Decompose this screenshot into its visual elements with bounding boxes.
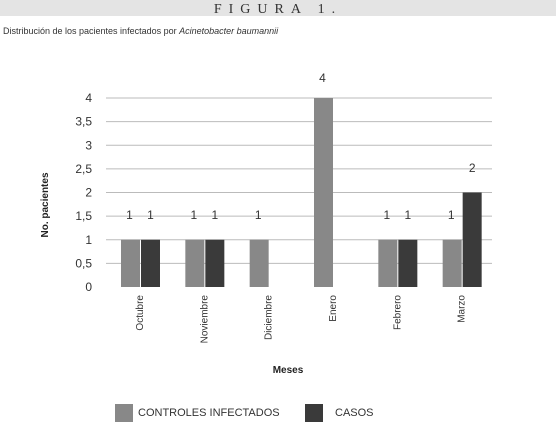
bar-casos (205, 239, 225, 287)
data-label: 1 (404, 208, 411, 222)
x-tick-label: Octubre (135, 295, 146, 331)
bar-controles (314, 98, 333, 287)
y-axis-title: No. pacientes (40, 172, 51, 237)
bar-controles (185, 239, 205, 287)
data-label: 1 (147, 208, 154, 222)
data-label: 4 (319, 71, 326, 85)
data-label: 1 (448, 208, 455, 222)
data-label: 1 (190, 208, 197, 222)
bar-casos (398, 239, 418, 287)
y-tick-label: 3,5 (75, 115, 92, 129)
legend-label-controles: CONTROLES INFECTADOS (138, 407, 280, 419)
bar-controles (442, 239, 462, 287)
data-label: 2 (469, 161, 476, 175)
figure-title: Figura 1. (0, 0, 556, 17)
bar-casos (462, 192, 482, 287)
bar-controles (378, 239, 398, 287)
x-tick-label: Marzo (457, 295, 468, 323)
y-tick-label: 0,5 (75, 256, 92, 270)
bar-controles (249, 239, 269, 287)
y-tick-label: 1,5 (75, 209, 92, 223)
data-label: 1 (126, 208, 133, 222)
x-axis-title: Meses (273, 365, 304, 376)
x-tick-label: Diciembre (264, 295, 275, 340)
x-tick-label: Febrero (392, 295, 403, 330)
bar-casos (141, 239, 160, 287)
data-label: 1 (383, 208, 390, 222)
y-tick-label: 2 (85, 186, 92, 200)
legend-controles: CONTROLES INFECTADOS (115, 404, 280, 422)
data-label: 1 (211, 208, 218, 222)
subtitle-organism: Acinetobacter baumannii (179, 26, 279, 36)
chart-subtitle: Distribución de los pacientes infectados… (3, 26, 278, 36)
y-tick-label: 0 (85, 280, 92, 294)
data-label: 1 (255, 208, 262, 222)
bar-controles (121, 239, 140, 287)
legend-casos: CASOS (305, 404, 374, 422)
y-tick-label: 4 (85, 91, 92, 105)
x-tick-label: Enero (328, 295, 339, 322)
legend-swatch-casos (305, 404, 323, 422)
legend-swatch-controles (115, 404, 133, 422)
y-tick-label: 3 (85, 138, 92, 152)
x-tick-label: Noviembre (199, 295, 210, 344)
subtitle-text: Distribución de los pacientes infectados… (3, 26, 180, 36)
y-tick-label: 1 (85, 233, 92, 247)
legend-label-casos: CASOS (335, 407, 374, 419)
y-tick-label: 2,5 (75, 162, 92, 176)
